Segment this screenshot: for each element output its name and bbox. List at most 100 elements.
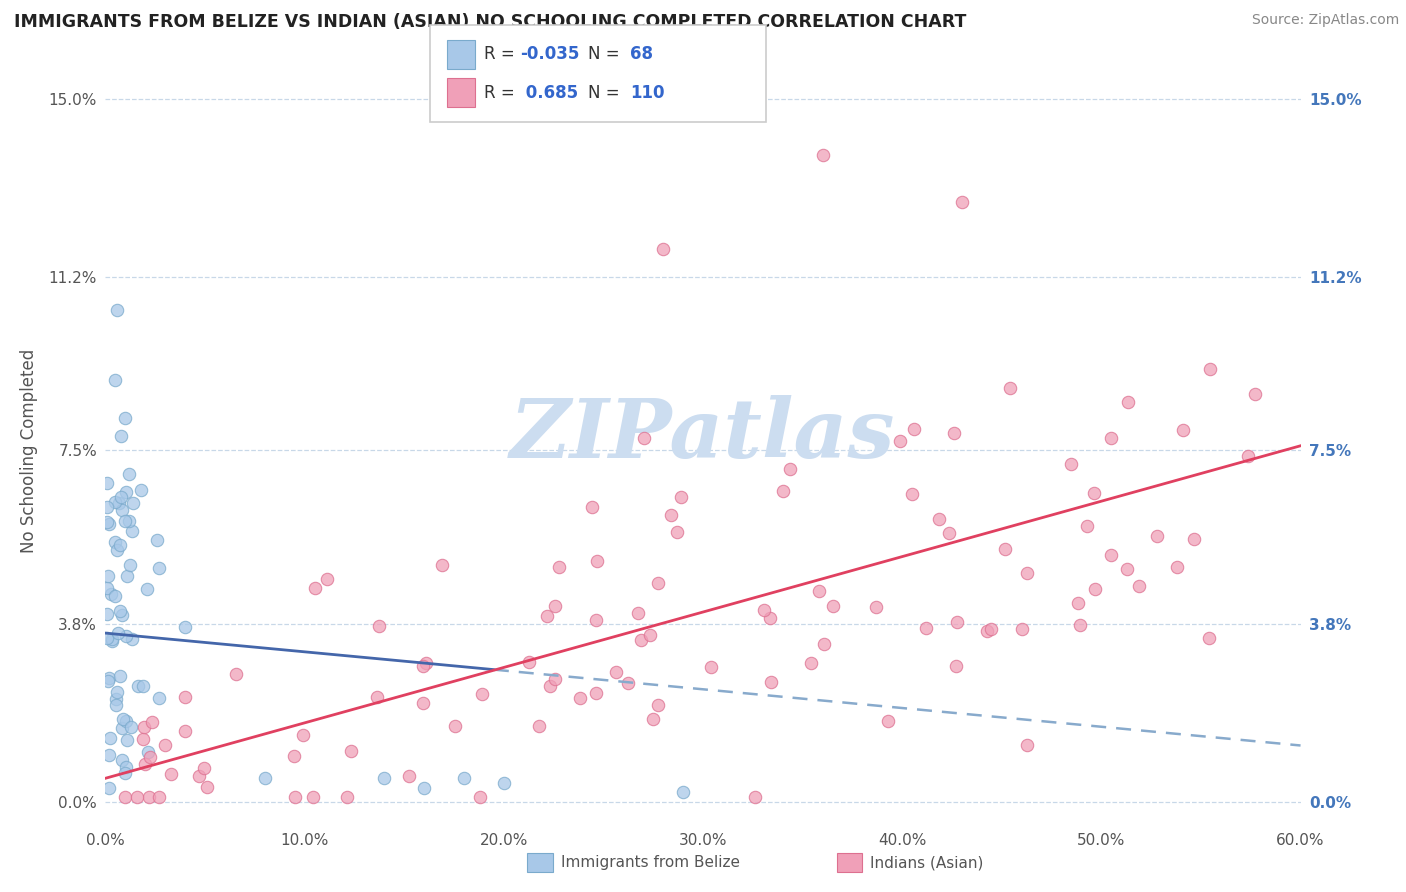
Point xyxy=(865,600,887,615)
Point xyxy=(976,624,998,638)
Point xyxy=(413,780,436,795)
Point xyxy=(146,533,169,547)
Point xyxy=(1237,449,1260,463)
Point xyxy=(110,429,132,443)
Point xyxy=(1060,457,1083,471)
Text: IMMIGRANTS FROM BELIZE VS INDIAN (ASIAN) NO SCHOOLING COMPLETED CORRELATION CHAR: IMMIGRANTS FROM BELIZE VS INDIAN (ASIAN)… xyxy=(14,13,966,31)
Point xyxy=(373,771,395,786)
Y-axis label: No Schooling Completed: No Schooling Completed xyxy=(20,349,38,552)
Point xyxy=(340,744,363,758)
Point xyxy=(585,686,607,700)
Point xyxy=(547,560,569,574)
Point xyxy=(121,524,143,538)
Point xyxy=(253,771,276,786)
Point xyxy=(136,746,159,760)
Point xyxy=(120,720,142,734)
Point xyxy=(1199,362,1222,376)
Point xyxy=(174,620,197,634)
Point xyxy=(415,656,437,670)
Point xyxy=(114,714,136,729)
Point xyxy=(536,609,558,624)
Point xyxy=(173,690,195,705)
Point xyxy=(104,698,127,713)
Point xyxy=(1015,566,1038,580)
Point xyxy=(117,733,139,747)
Point xyxy=(114,410,136,425)
Point xyxy=(115,759,138,773)
Point xyxy=(100,634,122,648)
Point xyxy=(647,576,669,591)
Point xyxy=(1166,560,1188,574)
Point xyxy=(96,500,118,515)
Point xyxy=(118,514,141,528)
Point xyxy=(112,712,135,726)
Point xyxy=(1067,595,1090,609)
Point xyxy=(779,462,801,476)
Point xyxy=(1146,528,1168,542)
Point xyxy=(581,500,603,514)
Point xyxy=(121,632,143,647)
Point xyxy=(111,721,134,735)
Point xyxy=(586,554,609,568)
Text: Indians (Asian): Indians (Asian) xyxy=(870,855,984,870)
Point xyxy=(398,769,420,783)
Point xyxy=(980,622,1002,636)
Point xyxy=(647,698,669,713)
Point xyxy=(1116,394,1139,409)
Point xyxy=(1069,617,1091,632)
Point xyxy=(903,422,925,436)
Point xyxy=(100,632,122,647)
Point xyxy=(160,767,183,781)
Point xyxy=(544,673,567,687)
Point xyxy=(108,538,131,552)
Point xyxy=(302,790,325,805)
Point xyxy=(148,560,170,574)
Point xyxy=(412,697,434,711)
Point xyxy=(946,615,969,629)
Point xyxy=(813,637,835,651)
Point xyxy=(569,691,592,706)
Text: Source: ZipAtlas.com: Source: ZipAtlas.com xyxy=(1251,13,1399,28)
Point xyxy=(453,771,475,786)
Point xyxy=(96,475,118,490)
Text: R =: R = xyxy=(484,45,520,63)
Point xyxy=(1011,622,1033,636)
Point xyxy=(315,573,337,587)
Point xyxy=(111,608,134,623)
Point xyxy=(134,720,156,734)
Point xyxy=(492,776,515,790)
Point xyxy=(744,790,766,805)
Point xyxy=(96,607,118,621)
Point xyxy=(443,719,465,733)
Point xyxy=(118,467,141,481)
Point xyxy=(950,195,973,210)
Point xyxy=(108,496,131,510)
Point xyxy=(104,534,127,549)
Point xyxy=(1084,582,1107,596)
Point xyxy=(134,757,156,772)
Point xyxy=(335,790,357,805)
Point xyxy=(672,785,695,799)
Point xyxy=(114,790,136,805)
Point xyxy=(98,516,121,531)
Point xyxy=(1083,486,1105,500)
Point xyxy=(111,754,134,768)
Point xyxy=(641,713,664,727)
Point xyxy=(139,750,162,764)
Point xyxy=(1173,423,1195,437)
Point xyxy=(759,675,782,690)
Point xyxy=(131,731,153,746)
Point xyxy=(811,148,834,162)
Point xyxy=(800,656,823,670)
Point xyxy=(1244,386,1267,401)
Point xyxy=(432,558,454,572)
Point xyxy=(138,790,160,805)
Point xyxy=(808,584,831,599)
Point xyxy=(98,780,121,795)
Point xyxy=(928,512,950,526)
Point xyxy=(1182,533,1205,547)
Point xyxy=(627,606,650,620)
Point xyxy=(700,660,723,674)
Point xyxy=(174,724,197,739)
Text: -0.035: -0.035 xyxy=(520,45,579,63)
